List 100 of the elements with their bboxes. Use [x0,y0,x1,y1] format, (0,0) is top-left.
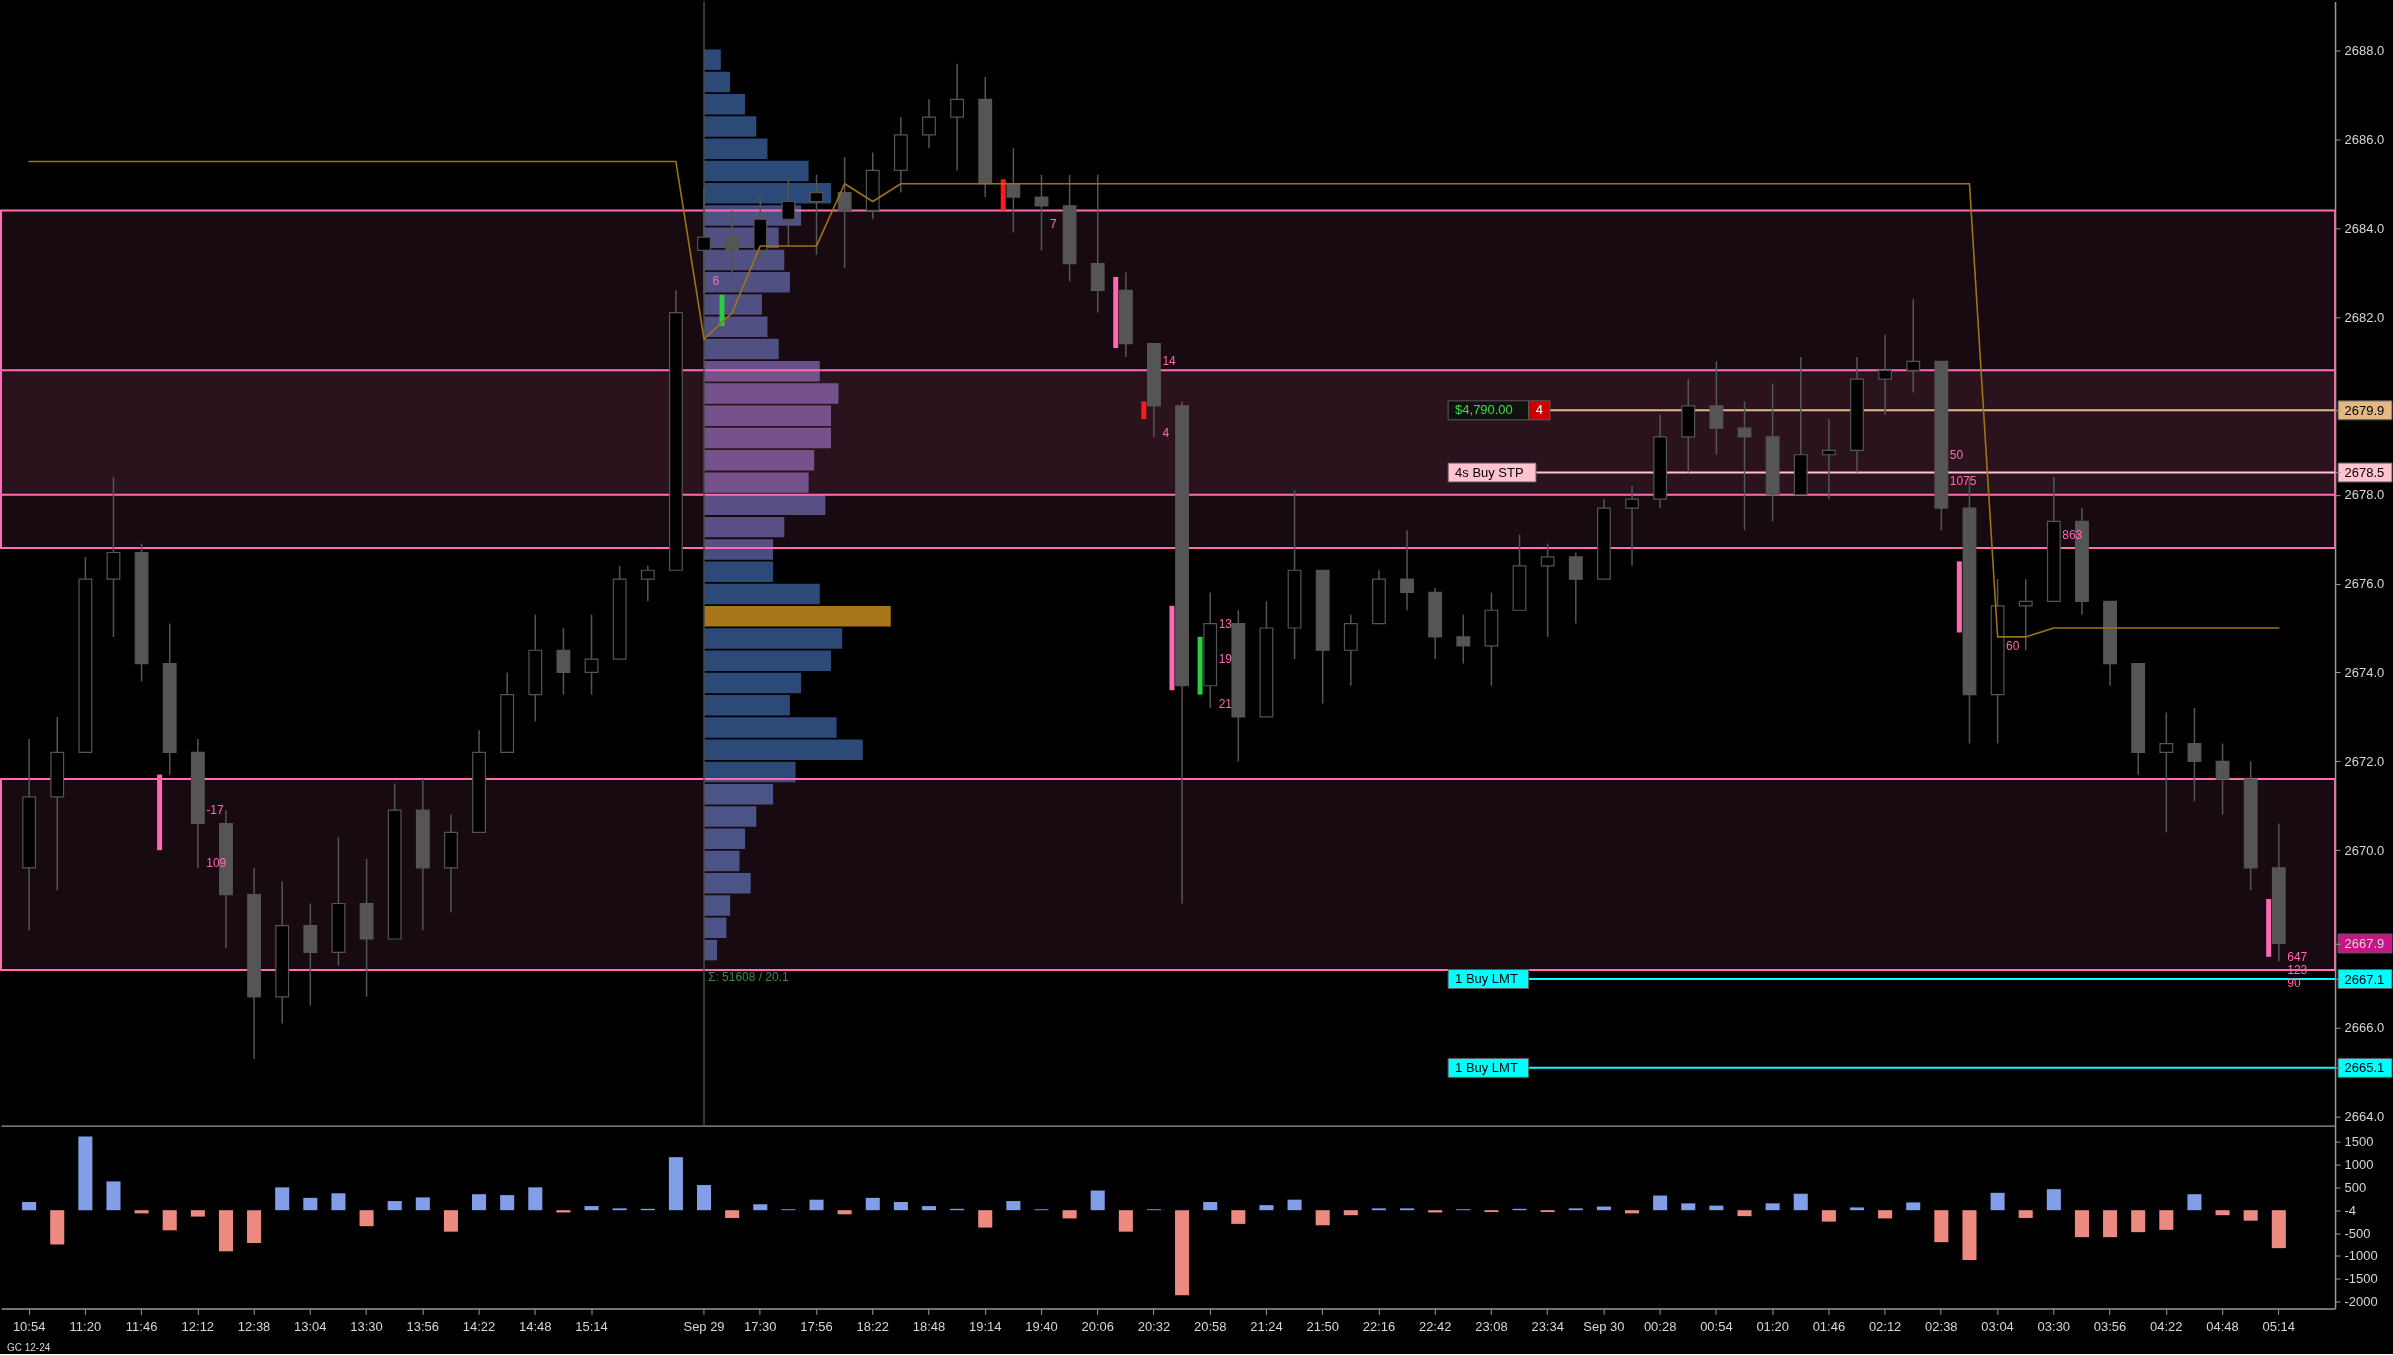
x-tick-label: 00:28 [1643,1318,1677,1334]
annotation: $4,790.00 [1455,402,1513,418]
bar [704,539,774,560]
x-tick-label: 03:56 [2093,1318,2127,1334]
x-tick-label: 13:04 [294,1318,327,1334]
annotation: 14 [1162,354,1177,369]
bar [162,1210,177,1231]
x-tick-label: 01:46 [1812,1318,1846,1334]
bar [78,1136,93,1211]
bar [1737,1210,1752,1217]
bar [704,806,757,827]
annotation: 4 [1535,402,1543,418]
y-tick-label: -500 [2344,1225,2371,1241]
x-tick-label: 21:24 [1250,1318,1283,1334]
bar [2159,1210,2174,1230]
x-tick-label: 12:38 [237,1318,271,1334]
bar [2103,1210,2118,1238]
bar [704,784,774,805]
annotation: 1075 [1949,474,1977,489]
x-tick-label: 20:06 [1081,1318,1114,1334]
bar [921,1206,937,1211]
annotation: Σ: 51608 / 20.1 [708,970,789,985]
bar [704,71,731,93]
y-tick-label: 1500 [2344,1134,2374,1150]
x-tick-label: 19:14 [969,1318,1002,1334]
bar [1990,1192,2005,1211]
candlestick [837,156,852,269]
x-tick-label: 19:40 [1025,1318,1058,1334]
x-tick-label: 12:12 [181,1318,215,1334]
x-tick-label: 15:14 [575,1318,608,1334]
line-series [28,160,2280,638]
bar [1203,1201,1218,1211]
x-tick-label: 01:20 [1756,1318,1789,1334]
bar [472,1194,487,1211]
bar [719,294,725,326]
bar [275,1187,290,1211]
bar [359,1210,374,1227]
candlestick [1400,529,1414,611]
x-tick-label: 22:42 [1418,1318,1452,1334]
x-tick-label: 11:46 [125,1318,158,1334]
x-tick-label: 10:54 [12,1318,46,1334]
y-tick-label: 2686.0 [2344,131,2385,147]
bar [1653,1195,1668,1211]
x-tick-label: 20:58 [1193,1318,1227,1334]
annotation: 7 [1049,216,1057,231]
annotation: 21 [1218,696,1233,711]
bar [1315,1210,1330,1226]
bar [704,338,779,360]
ref-line-label: 4s Buy STP [1455,464,1524,480]
bar [2243,1210,2258,1221]
y-tick-label: 2672.0 [2344,753,2385,769]
bar [704,939,718,961]
x-tick-label: 04:48 [2206,1318,2239,1334]
y-tick-label: 2664.0 [2344,1109,2385,1125]
bar [1287,1199,1302,1211]
bar [704,516,785,538]
bar [22,1201,37,1211]
candlestick [1878,334,1893,416]
bar [725,1210,740,1218]
bar [2018,1210,2033,1218]
bar [157,774,163,851]
candlestick [2187,707,2202,803]
x-tick-label: 23:08 [1475,1318,1508,1334]
candlestick [1540,542,1555,638]
bar [978,1210,993,1228]
bar [415,1197,430,1211]
bar [247,1210,262,1244]
y-tick-label: 2684.0 [2344,220,2385,236]
y-tick-label: 1000 [2344,1156,2374,1172]
bar [2074,1210,2089,1238]
x-tick-label: 02:38 [1925,1318,1958,1334]
bar [331,1193,346,1211]
x-tick-label: 13:30 [350,1318,383,1334]
bar [704,850,740,872]
candlestick [922,98,936,149]
annotation: 19 [1218,652,1233,667]
bar [837,1210,852,1215]
x-tick-label: 14:22 [462,1318,496,1334]
bar [704,160,809,182]
x-tick-label: 22:16 [1362,1318,1396,1334]
bar [1006,1201,1021,1211]
annotation: 6 [712,274,720,289]
x-tick-label: 05:14 [2262,1318,2296,1334]
annotation: 13 [1218,616,1233,631]
ref-line-label: 1 Buy LMT [1455,971,1518,987]
bar [704,427,831,449]
bar [704,316,768,338]
bar [1849,1207,1865,1211]
candlestick [1034,174,1049,252]
bar [704,93,746,115]
bar [1956,561,1962,633]
bar [1934,1210,1949,1243]
candlestick [584,613,599,696]
y-tick-label: -1500 [2344,1271,2378,1287]
candlestick [950,63,965,172]
bar [528,1187,543,1211]
x-tick-label: 14:48 [519,1318,552,1334]
bar [1878,1210,1893,1219]
x-tick-label: 17:30 [744,1318,777,1334]
annotation: 647 [2287,949,2308,964]
